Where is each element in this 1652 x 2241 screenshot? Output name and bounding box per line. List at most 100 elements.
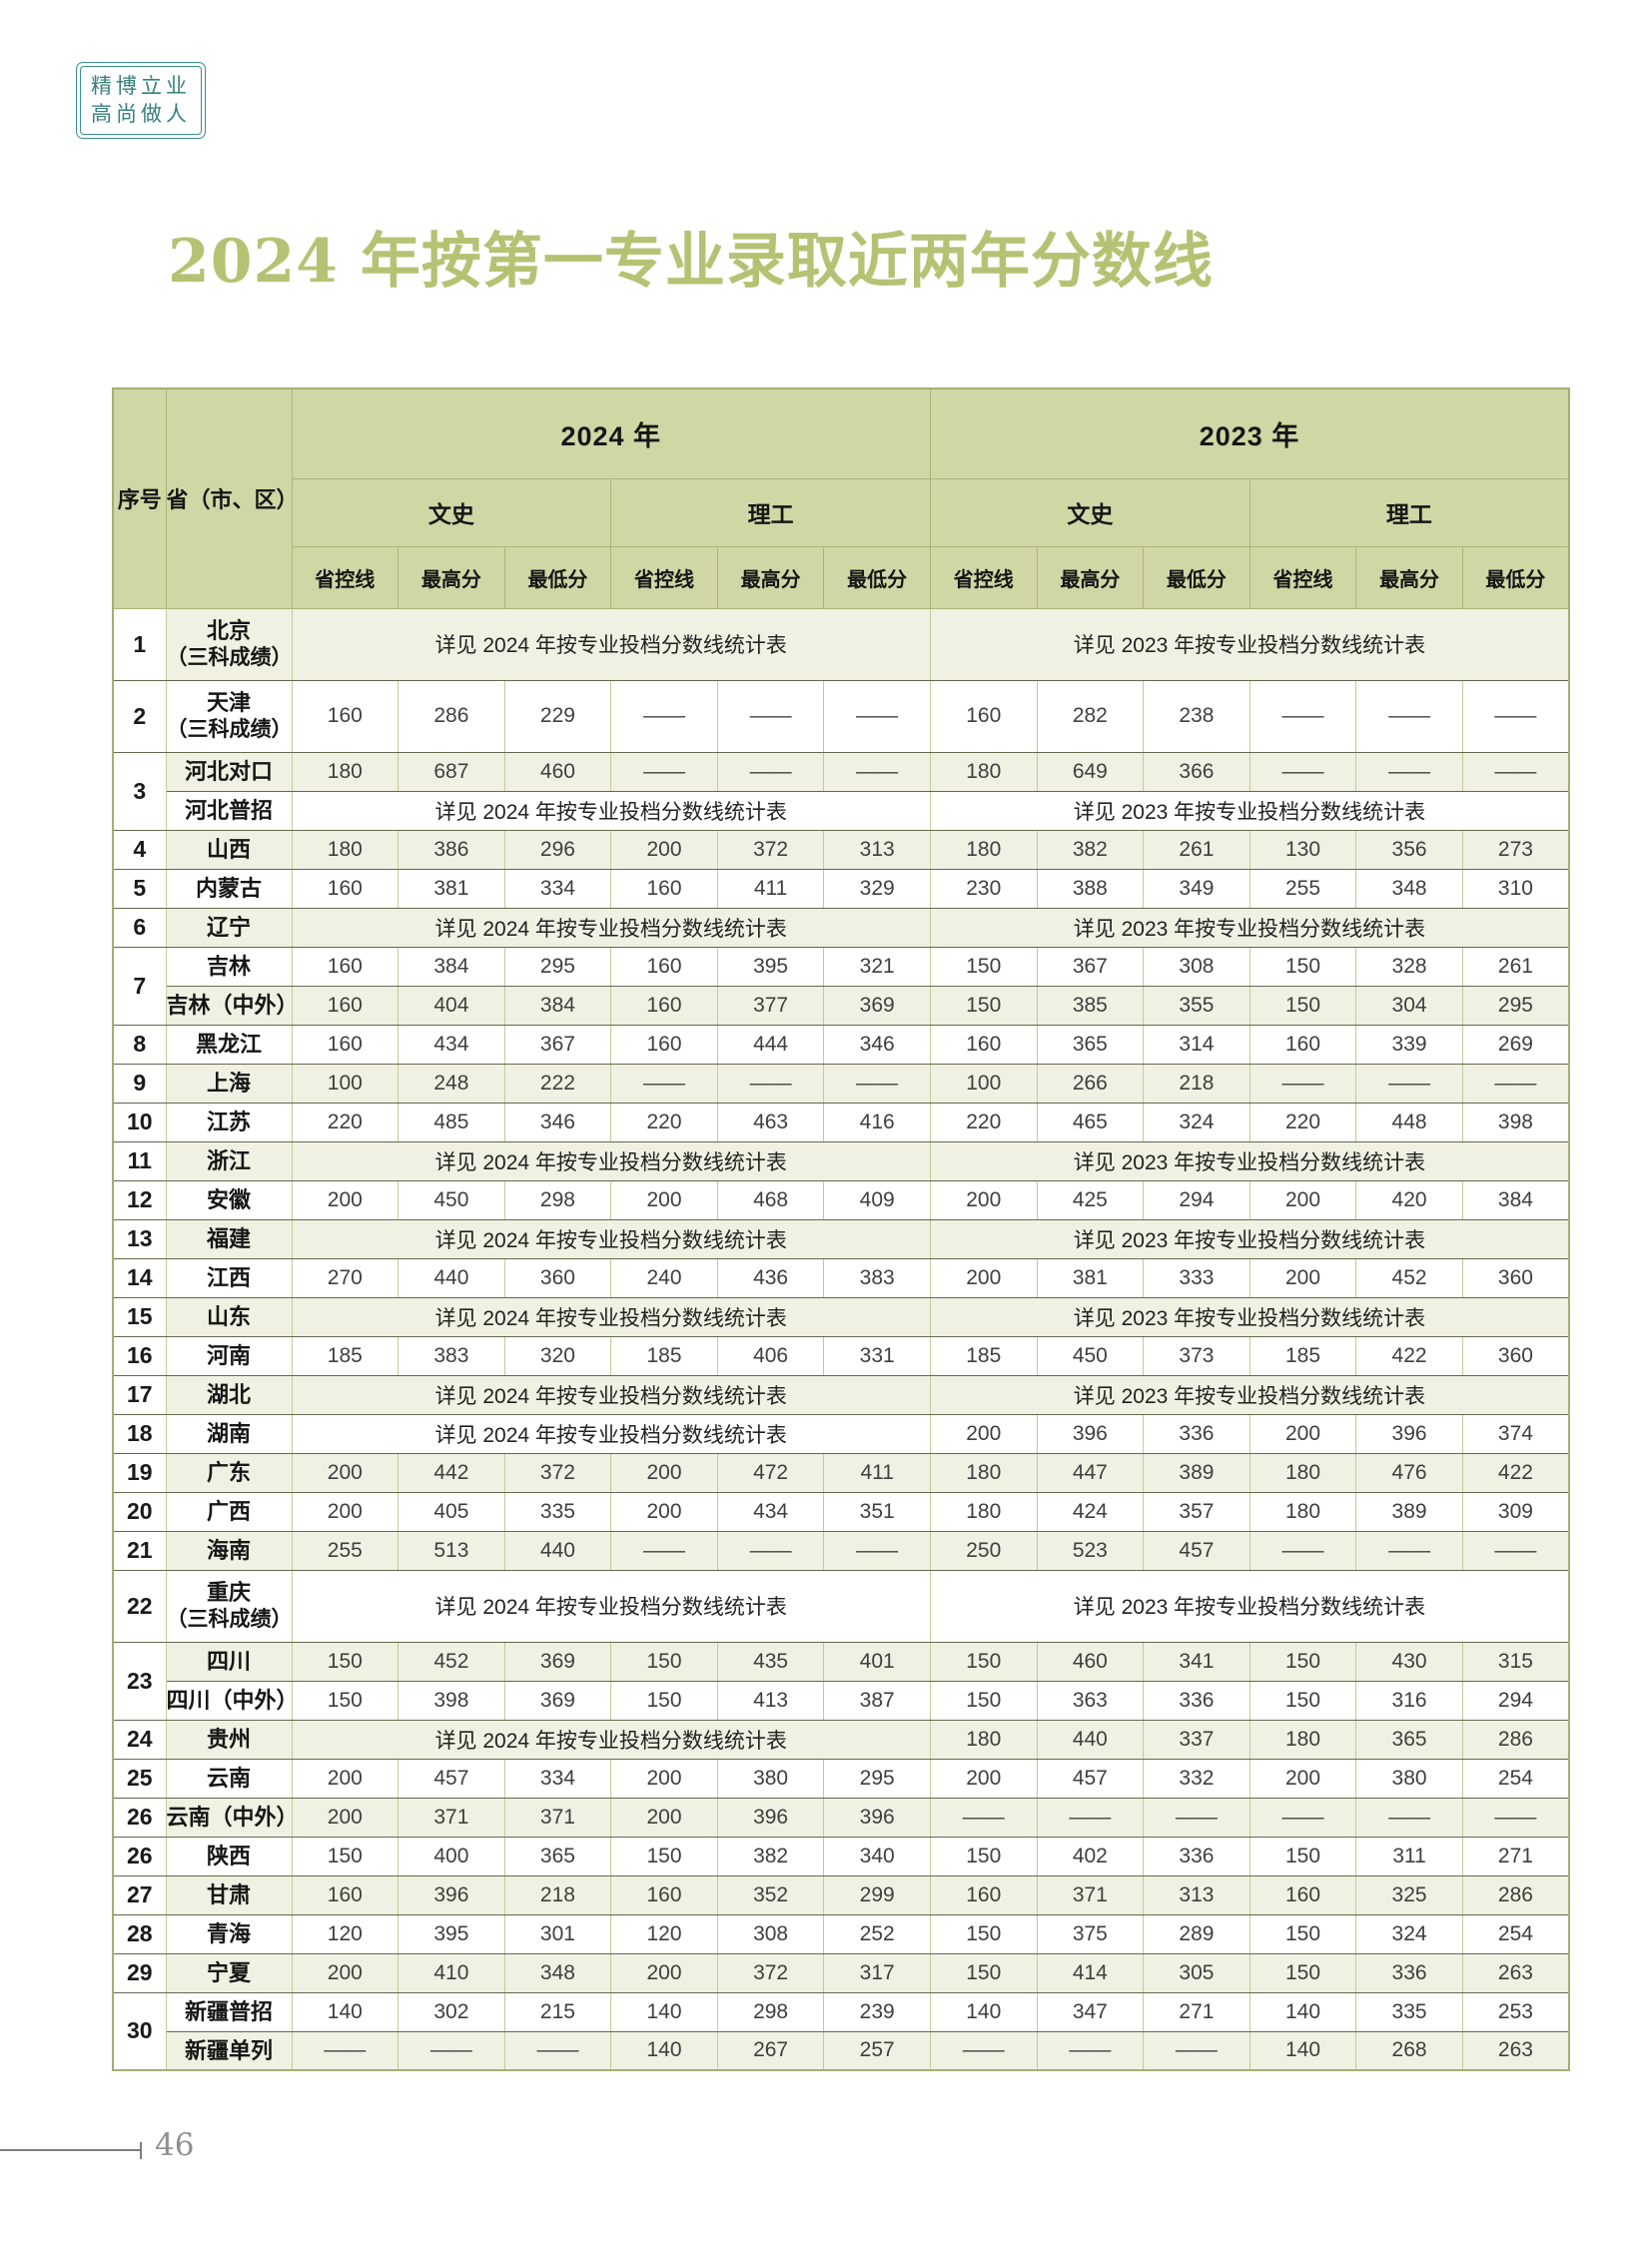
score-cell: 336 [1143,1680,1250,1721]
row-number: 29 [112,1952,167,1993]
header-row-years: 序号 省（市、区） 2024 年 2023 年 [112,387,1570,609]
score-cell: —— [1461,1530,1570,1571]
score-cell: 120 [610,1913,718,1954]
score-cell: 200 [929,1413,1038,1454]
table-row: 29 宁夏 200 410 348 200 372 317 150 414 305 150 336 263 [112,1952,1570,1993]
header-col-zgf: 最高分 [716,545,825,609]
score-cell: —— [610,1530,718,1571]
row-number: 8 [112,1024,167,1065]
score-cell: 435 [716,1641,825,1682]
score-cell: 384 [503,985,612,1026]
province-sub: （三科成绩） [166,645,293,669]
table-row: 15 山东 详见 2024 年按专业投档分数线统计表 详见 2023 年按专业投档分数… [112,1296,1570,1337]
header-row-columns: 省控线 最高分 最低分 省控线 最高分 最低分 省控线 最高分 最低分 省控线 … [113,545,1570,609]
score-cell: 436 [716,1257,825,1298]
score-cell: 457 [1036,1758,1145,1799]
score-cell: 387 [823,1680,931,1721]
table-row: 27 甘肃 160 396 218 160 352 299 160 371 313 160 325 286 [112,1874,1570,1915]
score-cell: 476 [1355,1452,1463,1493]
table-row: 吉林（中外） 160 404 384 160 377 369 150 385 355 150 304 2… [113,985,1570,1026]
score-cell: 371 [398,1797,505,1838]
score-cell: 313 [1143,1874,1250,1915]
score-cell: 180 [291,751,400,792]
see-note-cell: 详见 2024 年按专业投档分数线统计表 [291,1218,931,1259]
score-cell: 200 [291,1491,400,1532]
row-number: 13 [112,1218,167,1259]
score-cell: 336 [1355,1952,1463,1993]
score-cell: 248 [398,1063,505,1104]
score-cell: 360 [1461,1257,1570,1298]
row-number: 18 [112,1413,167,1454]
see-note-cell: 详见 2023 年按专业投档分数线统计表 [929,1374,1570,1415]
province-cell: 四川（中外） [165,1680,299,1721]
score-cell: 346 [823,1024,931,1065]
table-row: 1 北京 （三科成绩） 详见 2024 年按专业投档分数线统计表 详见 2023 年按专… [112,607,1570,681]
table-body: 1 北京 （三科成绩） 详见 2024 年按专业投档分数线统计表 详见 2023 年按专… [112,607,1570,2071]
see-note-cell: 详见 2024 年按专业投档分数线统计表 [291,1719,931,1760]
province-cell: 黑龙江 [165,1024,293,1065]
score-cell: 425 [1036,1179,1145,1220]
score-cell: 396 [823,1797,931,1838]
score-cell: 434 [716,1491,825,1532]
score-cell: 294 [1143,1179,1250,1220]
score-cell: 396 [398,1874,505,1915]
province-cell: 吉林 [165,946,293,987]
score-cell: 200 [291,1452,400,1493]
score-cell: —— [716,1063,825,1104]
score-cell: 160 [291,1874,400,1915]
score-cell: 332 [1143,1758,1250,1799]
province-cell: 青海 [165,1913,293,1954]
score-cell: 250 [929,1530,1038,1571]
score-cell: 363 [1036,1680,1145,1721]
score-cell: —— [503,2030,612,2071]
header-province: 省（市、区） [165,387,299,609]
score-cell: 320 [503,1335,612,1376]
score-cell: 150 [929,985,1038,1026]
table-row: 19 广东 200 442 372 200 472 411 180 447 389 180 476 422 [112,1452,1570,1493]
province-cell: 吉林（中外） [165,985,299,1026]
province-cell: 重庆 （三科成绩） [165,1569,293,1643]
score-cell: 150 [291,1641,400,1682]
score-cell: 440 [1036,1719,1145,1760]
score-cell: 372 [716,1952,825,1993]
row-number: 14 [112,1257,167,1298]
score-cell: 130 [1248,829,1357,870]
score-cell: 150 [929,1913,1038,1954]
score-cell: 457 [398,1758,505,1799]
province-name: 重庆 [206,1580,251,1606]
score-cell: —— [716,751,825,792]
province-cell: 山西 [165,829,293,870]
province-cell: 河北普招 [165,790,293,831]
score-cell: 268 [1355,2030,1463,2071]
score-cell: 222 [503,1063,612,1104]
score-cell: 442 [398,1452,505,1493]
score-cell: 218 [1143,1063,1250,1104]
score-cell: 150 [1248,1952,1357,1993]
score-cell: 317 [823,1952,931,1993]
province-cell: 宁夏 [165,1952,293,1993]
score-cell: —— [398,2030,505,2071]
score-cell: 150 [610,1680,718,1721]
score-cell: 413 [716,1680,825,1721]
score-cell: 335 [1355,1991,1463,2032]
score-cell: —— [1143,2030,1250,2071]
see-note-cell: 详见 2023 年按专业投档分数线统计表 [929,790,1570,831]
score-cell: 424 [1036,1491,1145,1532]
score-cell: 150 [291,1680,400,1721]
score-cell: 218 [503,1874,612,1915]
see-note-cell: 详见 2023 年按专业投档分数线统计表 [929,1569,1570,1643]
score-cell: —— [929,1797,1038,1838]
see-note-cell: 详见 2024 年按专业投档分数线统计表 [291,1140,931,1181]
score-cell: 355 [1143,985,1250,1026]
province-cell: 海南 [165,1530,293,1571]
see-note-cell: 详见 2023 年按专业投档分数线统计表 [929,907,1570,948]
score-cell: 286 [1461,1719,1570,1760]
score-cell: 308 [1143,946,1250,987]
score-cell: 150 [1248,1913,1357,1954]
score-cell: —— [1355,751,1463,792]
score-cell: 295 [823,1758,931,1799]
score-cell: 398 [398,1680,505,1721]
score-cell: 180 [929,1491,1038,1532]
score-cell: 257 [823,2030,931,2071]
score-cell: 339 [1355,1024,1463,1065]
